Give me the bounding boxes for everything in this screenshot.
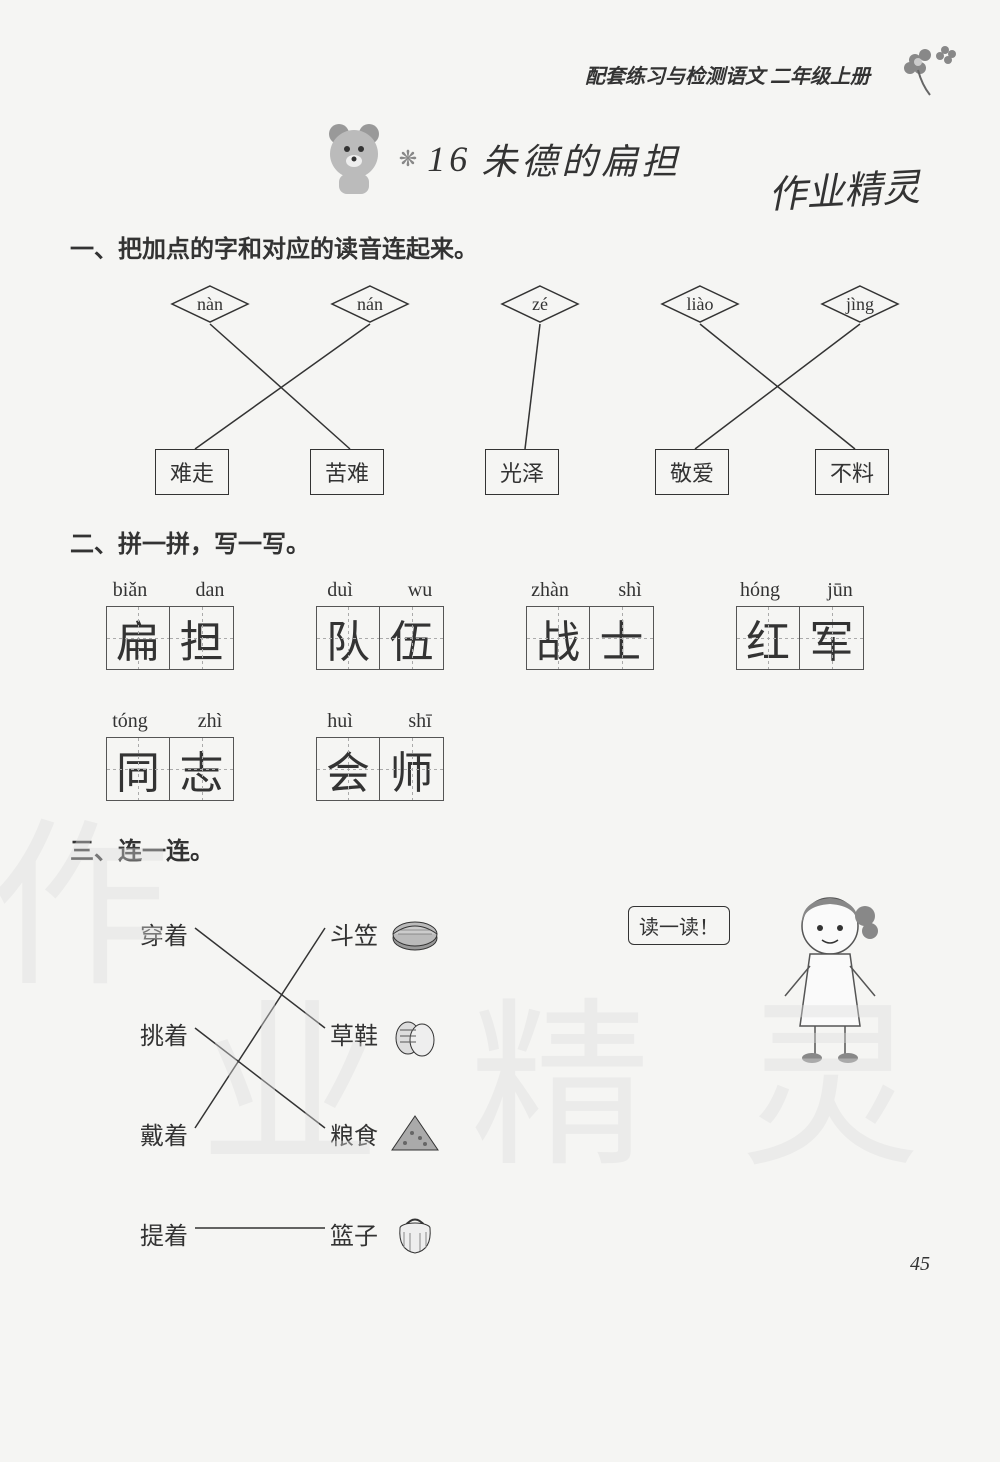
- lesson-number: 16: [427, 138, 471, 180]
- pinyin-label: shī: [390, 710, 450, 733]
- flower-decoration: [900, 40, 960, 110]
- girl-illustration: [770, 886, 890, 1066]
- pinyin-label: wu: [390, 579, 450, 602]
- pinyin-label: biǎn: [100, 579, 160, 602]
- pinyin-label: huì: [310, 710, 370, 733]
- page-number: 45: [910, 1253, 930, 1276]
- pinyin-label: duì: [310, 579, 370, 602]
- pinyin-label: zhàn: [520, 579, 580, 602]
- character-cell: 师: [380, 737, 444, 801]
- match-item-icon: [390, 908, 440, 958]
- word-box: 敬爱: [655, 449, 729, 495]
- pinyin-label: hóng: [730, 579, 790, 602]
- section2-heading: 二、拼一拼，写一写。: [70, 524, 930, 559]
- word-box: 难走: [155, 449, 229, 495]
- match-left-item: 戴着: [140, 1116, 188, 1151]
- word-box: 苦难: [310, 449, 384, 495]
- match-item-icon: [390, 1108, 440, 1158]
- section3-heading: 三、连一连。: [70, 831, 930, 866]
- character-cell: 红: [736, 606, 800, 670]
- pinyin-word-pair: hóngjūn 红军: [730, 579, 870, 670]
- word-box: 不料: [815, 449, 889, 495]
- pinyin-diamond: nàn: [170, 284, 250, 324]
- character-cell: 会: [316, 737, 380, 801]
- section1-heading: 一、把加点的字和对应的读音连起来。: [70, 229, 930, 264]
- exercise-2: biǎndan扁担duìwu队伍zhànshì战士hóngjūn红军tóngzh…: [100, 579, 900, 801]
- pinyin-label: shì: [600, 579, 660, 602]
- book-header: 配套练习与检测语文 二年级上册: [70, 60, 930, 89]
- lesson-title: 朱德的扁担: [481, 133, 681, 185]
- exercise-3: 读一读！ 穿着挑着戴着提着 斗笠草鞋粮食篮子: [100, 886, 900, 1266]
- match-left-item: 提着: [140, 1216, 188, 1251]
- character-cell: 军: [800, 606, 864, 670]
- pinyin-diamond: jìng: [820, 284, 900, 324]
- match-item-icon: [390, 1008, 440, 1058]
- pinyin-label: dan: [180, 579, 240, 602]
- word-box: 光泽: [485, 449, 559, 495]
- snowflake-icon: ❋: [399, 146, 417, 172]
- stamp-text: 作业精灵: [767, 156, 922, 219]
- pinyin-label: tóng: [100, 710, 160, 733]
- pinyin-diamond: nán: [330, 284, 410, 324]
- pinyin-word-pair: biǎndan 扁担: [100, 579, 240, 670]
- character-cell: 同: [106, 737, 170, 801]
- pinyin-word-pair: tóngzhì 同志: [100, 710, 240, 801]
- match-right-item: 篮子: [330, 1216, 378, 1251]
- worksheet-page: 配套练习与检测语文 二年级上册 ❋ 16 朱德的扁担 作业精灵 一、把加点的字和…: [0, 0, 1000, 1306]
- character-cell: 战: [526, 606, 590, 670]
- pinyin-diamond: zé: [500, 284, 580, 324]
- match-right-item: 粮食: [330, 1116, 378, 1151]
- pinyin-word-pair: zhànshì 战士: [520, 579, 660, 670]
- match-item-icon: [390, 1208, 440, 1258]
- bear-icon: [319, 119, 389, 199]
- character-cell: 扁: [106, 606, 170, 670]
- pinyin-diamond: liào: [660, 284, 740, 324]
- character-cell: 队: [316, 606, 380, 670]
- pinyin-label: jūn: [810, 579, 870, 602]
- pinyin-label: zhì: [180, 710, 240, 733]
- match-left-item: 穿着: [140, 916, 188, 951]
- pinyin-word-pair: huìshī 会师: [310, 710, 450, 801]
- speech-bubble: 读一读！: [628, 906, 730, 945]
- pinyin-word-pair: duìwu 队伍: [310, 579, 450, 670]
- exercise-1: nàn nán zé liào jìng 难走 苦难 光泽 敬爱 不料: [100, 284, 900, 494]
- match-right-item: 草鞋: [330, 1016, 378, 1051]
- character-cell: 担: [170, 606, 234, 670]
- character-cell: 志: [170, 737, 234, 801]
- match-right-item: 斗笠: [330, 916, 378, 951]
- character-cell: 士: [590, 606, 654, 670]
- match-left-item: 挑着: [140, 1016, 188, 1051]
- character-cell: 伍: [380, 606, 444, 670]
